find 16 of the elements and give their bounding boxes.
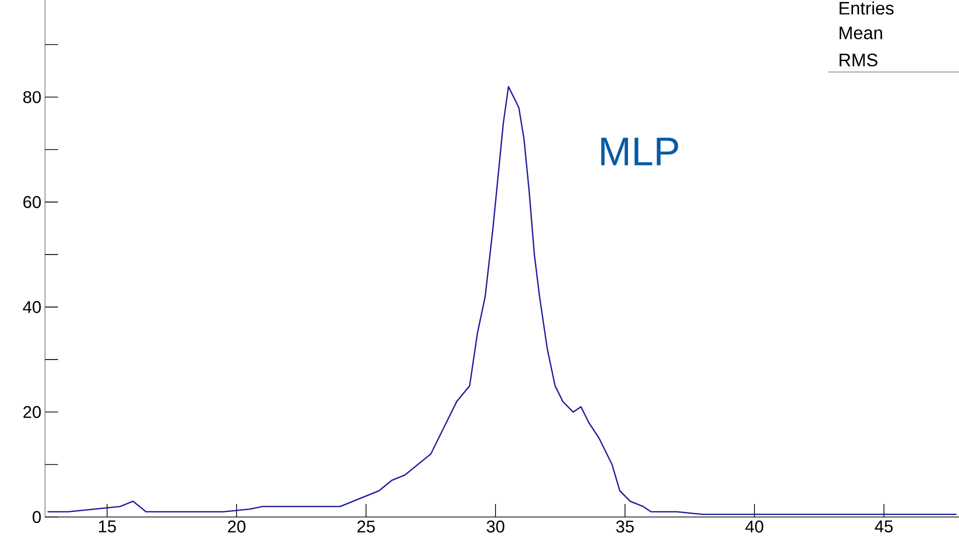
y-tick-label: 40 bbox=[22, 301, 41, 314]
x-tick-label: 40 bbox=[745, 520, 764, 533]
y-tick-label: 0 bbox=[32, 510, 41, 524]
x-tick-label: 35 bbox=[616, 520, 634, 533]
annotation: Entries bbox=[840, 1, 894, 15]
x-tick-label: 20 bbox=[228, 520, 246, 533]
annotation: MLP bbox=[601, 138, 678, 166]
x-tick-label: 15 bbox=[98, 520, 116, 532]
x-tick-label: 30 bbox=[486, 520, 504, 533]
x-tick-label: 25 bbox=[357, 520, 375, 533]
annotation: Mean bbox=[840, 26, 882, 40]
annotation: RMS bbox=[840, 54, 878, 66]
y-tick-label: 80 bbox=[23, 91, 41, 104]
x-tick-label: 45 bbox=[874, 520, 893, 532]
y-tick-label: 60 bbox=[23, 196, 41, 208]
y-tick-label: 20 bbox=[23, 406, 41, 418]
